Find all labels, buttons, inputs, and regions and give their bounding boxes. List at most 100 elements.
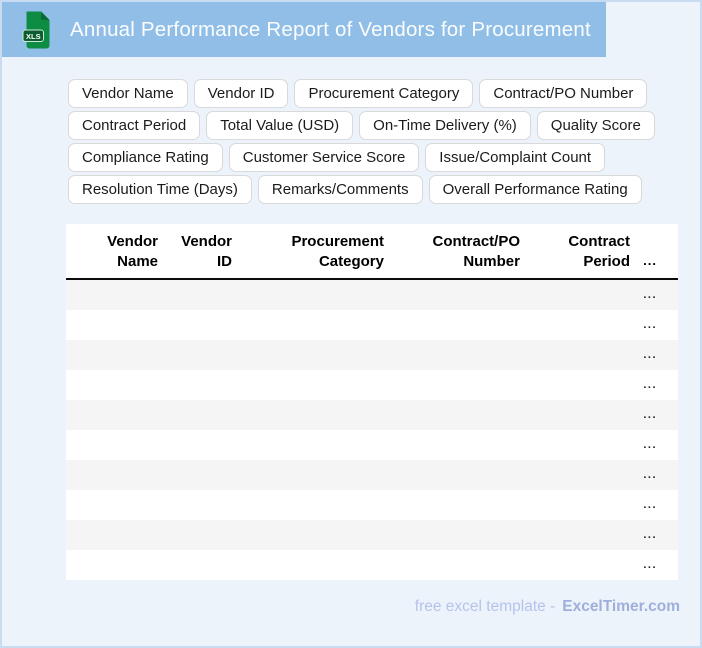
table-row: ... [66, 550, 678, 580]
table-cell [66, 279, 158, 310]
table-cell [66, 520, 158, 550]
row-ellipsis: ... [630, 279, 678, 310]
table-header-cell: Procurement Category [232, 224, 384, 280]
table-cell [158, 490, 232, 520]
table-cell [158, 400, 232, 430]
table-cell [384, 520, 520, 550]
table-cell [232, 430, 384, 460]
chip-row: Compliance Rating Customer Service Score I… [68, 143, 655, 172]
column-chip[interactable]: Vendor ID [193, 79, 289, 108]
chip-row: Resolution Time (Days) Remarks/Comments Ov… [68, 175, 655, 204]
column-chip[interactable]: Procurement Category [294, 79, 474, 108]
table-cell [384, 400, 520, 430]
row-ellipsis: ... [630, 550, 678, 580]
table-cell [520, 310, 630, 340]
vendor-table-grid: Vendor Name Vendor ID Procurement Category… [66, 224, 678, 580]
table-cell [232, 400, 384, 430]
table-row: ... [66, 400, 678, 430]
table-cell [384, 340, 520, 370]
column-chip[interactable]: Contract Period [68, 111, 201, 140]
table-header-cell: Contract/PO Number [384, 224, 520, 280]
table-cell [158, 370, 232, 400]
table-cell [66, 340, 158, 370]
table-header-more: ... [630, 224, 678, 280]
column-chip[interactable]: Issue/Complaint Count [425, 143, 606, 172]
column-chip[interactable]: Customer Service Score [228, 143, 420, 172]
table-cell [384, 550, 520, 580]
table-cell [158, 550, 232, 580]
row-ellipsis: ... [630, 460, 678, 490]
row-ellipsis: ... [630, 370, 678, 400]
column-chip[interactable]: Overall Performance Rating [428, 175, 642, 204]
table-row: ... [66, 279, 678, 310]
table-row: ... [66, 520, 678, 550]
table-row: ... [66, 310, 678, 340]
table-header-cell: Vendor ID [158, 224, 232, 280]
table-header-cell: Contract Period [520, 224, 630, 280]
xls-file-icon: XLS [22, 11, 50, 49]
chip-row: Vendor Name Vendor ID Procurement Category… [68, 79, 655, 108]
table-cell [158, 460, 232, 490]
table-cell [384, 310, 520, 340]
table-cell [158, 520, 232, 550]
table-cell [232, 490, 384, 520]
table-cell [66, 400, 158, 430]
table-cell [520, 430, 630, 460]
exceltimer-link[interactable]: ExcelTimer.com [562, 598, 680, 615]
table-cell [232, 310, 384, 340]
row-ellipsis: ... [630, 340, 678, 370]
table-cell [232, 279, 384, 310]
row-ellipsis: ... [630, 520, 678, 550]
vendor-table: Vendor Name Vendor ID Procurement Category… [66, 224, 678, 580]
column-chip[interactable]: Resolution Time (Days) [68, 175, 252, 204]
row-ellipsis: ... [630, 310, 678, 340]
table-cell [520, 279, 630, 310]
column-chip[interactable]: Vendor Name [68, 79, 188, 108]
table-cell [66, 490, 158, 520]
row-ellipsis: ... [630, 400, 678, 430]
table-cell [520, 460, 630, 490]
table-cell [66, 430, 158, 460]
row-ellipsis: ... [630, 490, 678, 520]
footer: free excel template - ExcelTimer.com [415, 598, 680, 616]
column-chip[interactable]: Compliance Rating [68, 143, 223, 172]
table-cell [520, 550, 630, 580]
page-title: Annual Performance Report of Vendors for… [70, 17, 591, 41]
table-cell [384, 279, 520, 310]
table-cell [232, 520, 384, 550]
table-cell [158, 310, 232, 340]
table-cell [66, 310, 158, 340]
table-row: ... [66, 490, 678, 520]
column-chip[interactable]: Remarks/Comments [257, 175, 423, 204]
column-chip[interactable]: Quality Score [536, 111, 655, 140]
table-cell [384, 430, 520, 460]
table-cell [520, 340, 630, 370]
table-cell [158, 430, 232, 460]
table-cell [232, 460, 384, 490]
table-row: ... [66, 370, 678, 400]
table-cell [520, 520, 630, 550]
table-cell [384, 370, 520, 400]
row-ellipsis: ... [630, 430, 678, 460]
column-chip[interactable]: Total Value (USD) [206, 111, 354, 140]
table-row: ... [66, 460, 678, 490]
table-cell [384, 490, 520, 520]
footer-text: free excel template - [414, 598, 556, 615]
table-cell [520, 400, 630, 430]
table-row: ... [66, 430, 678, 460]
table-cell [66, 460, 158, 490]
column-chip[interactable]: On-Time Delivery (%) [359, 111, 531, 140]
table-cell [232, 370, 384, 400]
table-row: ... [66, 340, 678, 370]
table-cell [520, 490, 630, 520]
table-cell [158, 279, 232, 310]
table-header-row: Vendor Name Vendor ID Procurement Category… [66, 224, 678, 280]
table-header-cell: Vendor Name [66, 224, 158, 280]
column-chip[interactable]: Contract/PO Number [479, 79, 648, 108]
column-chips: Vendor Name Vendor ID Procurement Category… [68, 79, 655, 207]
table-cell [232, 550, 384, 580]
title-bar: XLS Annual Performance Report of Vendors… [2, 2, 606, 57]
table-cell [66, 550, 158, 580]
chip-row: Contract Period Total Value (USD) On-Time … [68, 111, 655, 140]
